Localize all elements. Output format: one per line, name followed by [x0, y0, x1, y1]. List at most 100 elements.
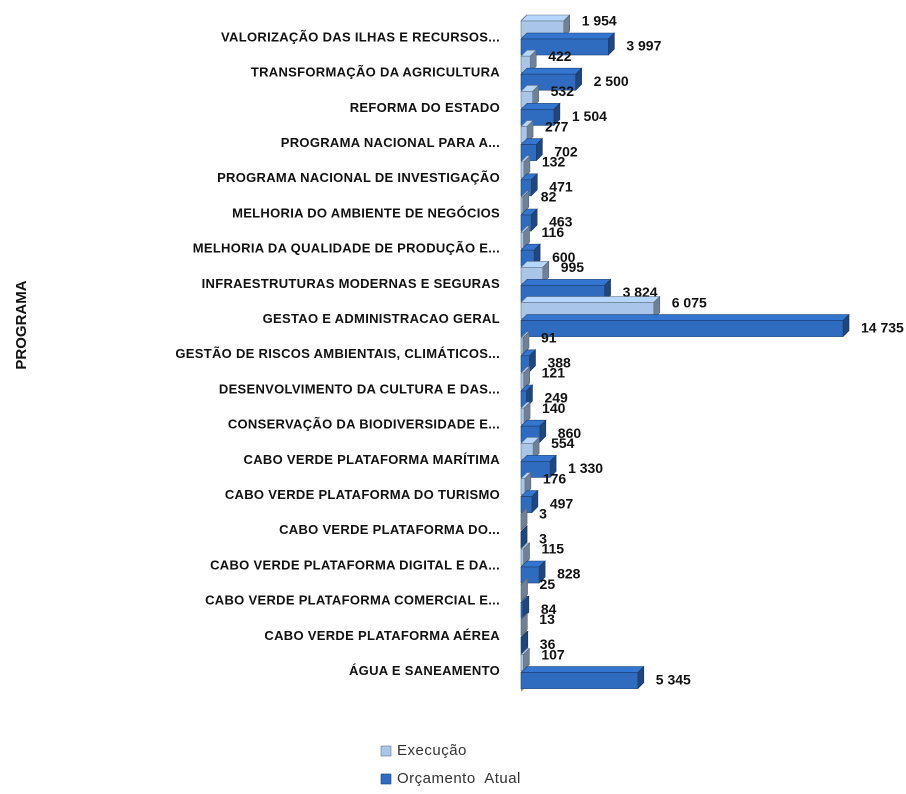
y-axis-label: PROGRAMA	[13, 280, 30, 369]
bar-face	[520, 32, 616, 40]
value-label: 1 504	[572, 108, 607, 124]
value-label: 140	[542, 400, 566, 416]
bar-face	[520, 103, 561, 110]
bar-face	[520, 14, 571, 22]
category-label: CABO VERDE PLATAFORMA COMERCIAL E...	[205, 593, 500, 608]
value-label: 5 345	[656, 671, 691, 687]
bar-face	[520, 38, 609, 56]
value-label: 277	[545, 118, 569, 134]
value-label: 6 075	[672, 294, 707, 310]
bar	[520, 173, 539, 197]
category-label: CABO VERDE PLATAFORMA MARÍTIMA	[244, 452, 501, 467]
value-label: 1 330	[568, 460, 603, 476]
value-label: 13	[539, 611, 555, 627]
bar	[520, 595, 530, 619]
value-label: 91	[541, 330, 557, 346]
bar-face	[520, 672, 639, 689]
category-label: GESTAO E ADMINISTRACAO GERAL	[263, 311, 500, 326]
bar	[520, 525, 528, 549]
bar-face	[520, 654, 524, 671]
bar-face	[520, 666, 645, 673]
value-label: 702	[554, 143, 578, 159]
bar	[520, 137, 544, 162]
bar	[520, 190, 530, 214]
value-label: 84	[541, 601, 557, 617]
category-label: CABO VERDE PLATAFORMA DO...	[279, 522, 500, 537]
bar	[520, 384, 534, 408]
bar	[520, 208, 538, 232]
value-label: 422	[548, 48, 572, 64]
bar	[520, 560, 546, 584]
bar	[520, 489, 539, 514]
value-label: 828	[557, 566, 581, 582]
bar-face	[520, 279, 612, 286]
bar-face	[520, 196, 524, 214]
value-label: 463	[549, 214, 573, 230]
bar	[520, 665, 645, 690]
category-label: PROGRAMA NACIONAL DE INVESTIGAÇÃO	[217, 170, 500, 185]
legend-label: Orçamento Atual	[397, 770, 521, 787]
value-label: 132	[542, 154, 566, 170]
category-label: CABO VERDE PLATAFORMA AÉREA	[264, 628, 500, 643]
bar-face	[520, 296, 661, 303]
value-label: 554	[551, 435, 575, 451]
value-label: 115	[542, 541, 565, 557]
legend-label: Execução	[397, 742, 467, 759]
value-label: 3	[539, 506, 547, 522]
category-label: REFORMA DO ESTADO	[350, 100, 500, 115]
category-label: ÁGUA E SANEAMENTO	[349, 663, 500, 678]
value-label: 176	[543, 470, 567, 486]
bar-face	[520, 566, 540, 584]
bar-face	[520, 601, 524, 619]
bar-face	[520, 548, 524, 566]
bar	[520, 84, 540, 109]
bar	[520, 507, 528, 531]
value-label: 1 954	[582, 13, 617, 29]
category-label: PROGRAMA NACIONAL PARA A...	[281, 135, 500, 150]
bar	[520, 647, 531, 672]
category-label: INFRAESTRUTURAS MODERNAS E SEGURAS	[202, 276, 500, 291]
bar	[520, 630, 529, 655]
bar	[520, 542, 531, 566]
bar	[520, 471, 532, 496]
value-label: 107	[541, 646, 565, 662]
bar-face	[520, 478, 526, 495]
value-label: 3 997	[626, 38, 661, 54]
legend-swatch	[380, 773, 392, 785]
bar	[520, 349, 537, 373]
bar	[520, 313, 850, 338]
category-label: GESTÃO DE RISCOS AMBIENTAIS, CLIMÁTICOS.…	[175, 346, 500, 361]
value-label: 532	[551, 83, 575, 99]
category-label: MELHORIA DO AMBIENTE DE NEGÓCIOS	[232, 205, 500, 220]
bar	[520, 366, 531, 390]
bar	[520, 119, 534, 144]
bar-face	[520, 583, 522, 601]
bar-face	[520, 637, 523, 654]
bar-face	[520, 407, 525, 425]
bar	[520, 612, 529, 637]
bar-face	[520, 161, 525, 179]
value-label: 497	[550, 495, 574, 511]
value-label: 860	[558, 425, 582, 441]
value-label: 82	[541, 189, 557, 205]
value-label: 388	[547, 355, 571, 371]
value-label: 116	[542, 224, 565, 240]
value-label: 25	[540, 576, 556, 592]
value-label: 2 500	[594, 73, 629, 89]
bar-face	[520, 231, 524, 249]
bar	[520, 577, 529, 601]
legend-swatch	[380, 745, 392, 757]
value-label: 3 824	[623, 284, 658, 300]
bar	[520, 331, 530, 355]
category-label: CABO VERDE PLATAFORMA DIGITAL E DA...	[210, 557, 500, 572]
category-label: MELHORIA DA QUALIDADE DE PRODUÇÃO E...	[193, 241, 500, 256]
value-label: 36	[540, 636, 556, 652]
category-label: CONSERVAÇÃO DA BIODIVERSIDADE E...	[228, 417, 500, 432]
value-label: 471	[549, 179, 573, 195]
category-label: TRANSFORMAÇÃO DA AGRICULTURA	[251, 65, 500, 80]
value-label: 3	[539, 531, 547, 547]
bar	[520, 401, 531, 425]
value-label: 14 735	[861, 319, 904, 335]
bar	[520, 32, 616, 56]
